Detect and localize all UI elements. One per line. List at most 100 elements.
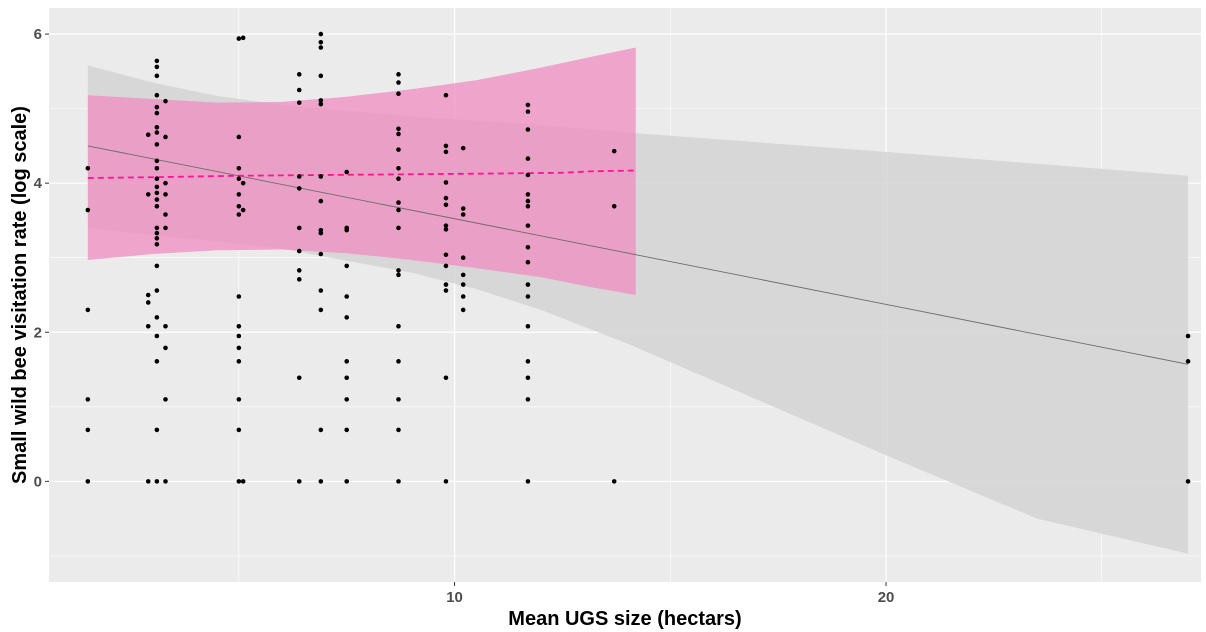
data-point	[154, 158, 160, 164]
data-point	[85, 479, 91, 484]
data-point	[296, 268, 302, 273]
data-point	[318, 174, 324, 179]
data-point	[396, 91, 401, 97]
y-tick-label: 6	[34, 26, 42, 43]
y-tick-label: 0	[34, 473, 42, 490]
data-point	[525, 397, 531, 402]
data-point	[443, 149, 449, 155]
data-point	[460, 206, 466, 211]
data-point	[154, 315, 160, 320]
data-point	[460, 212, 466, 217]
data-point	[396, 80, 401, 85]
data-point	[154, 184, 160, 190]
data-point	[236, 345, 242, 351]
pink-confidence-band-layer	[87, 47, 636, 295]
data-point	[525, 156, 531, 161]
data-point	[611, 203, 617, 209]
data-point	[318, 198, 324, 204]
data-point	[154, 236, 160, 241]
data-point	[318, 227, 324, 233]
data-point	[460, 307, 466, 313]
data-point	[344, 375, 350, 381]
data-point	[525, 203, 531, 209]
data-point	[525, 198, 531, 204]
data-point	[154, 263, 160, 269]
data-point	[525, 324, 531, 329]
x-tick-label: 20	[878, 589, 895, 606]
data-point	[318, 39, 324, 45]
data-point	[296, 72, 302, 77]
y-axis-title: Small wild bee visitation rate (log scal…	[9, 106, 31, 484]
data-point	[154, 242, 160, 247]
data-point	[296, 100, 302, 105]
data-point	[396, 200, 401, 205]
data-point	[460, 282, 466, 287]
data-point	[460, 272, 466, 278]
data-point	[240, 180, 246, 186]
data-point	[443, 288, 449, 293]
data-point	[296, 277, 302, 282]
data-point	[396, 147, 401, 152]
data-point	[460, 294, 466, 299]
axis-ticks	[45, 33, 887, 586]
data-point	[154, 225, 160, 231]
data-point	[443, 223, 449, 228]
data-point	[154, 479, 160, 484]
data-point	[318, 31, 324, 37]
data-point	[318, 288, 324, 293]
tick-labels: 0 2 4 6 10 20	[34, 26, 895, 606]
data-point	[344, 225, 350, 231]
data-point	[145, 300, 151, 305]
data-point	[396, 272, 401, 278]
data-point	[318, 73, 324, 79]
data-point	[344, 263, 350, 269]
data-point	[154, 130, 160, 135]
data-point	[236, 397, 242, 402]
data-point	[1185, 479, 1191, 484]
data-point	[163, 134, 168, 140]
data-point	[1185, 333, 1191, 339]
data-point	[236, 165, 242, 171]
data-point	[460, 145, 466, 151]
data-point	[525, 223, 531, 228]
pink-fit-line	[87, 169, 636, 179]
data-point	[236, 427, 242, 433]
data-point	[525, 375, 531, 381]
data-point	[396, 126, 401, 132]
data-point	[396, 324, 401, 329]
data-point	[154, 230, 160, 236]
data-point	[145, 132, 151, 138]
data-point	[443, 202, 449, 208]
data-point	[525, 282, 531, 287]
data-point	[443, 252, 449, 258]
data-point	[318, 101, 324, 107]
data-point	[85, 307, 91, 313]
data-point	[396, 176, 401, 182]
data-point	[154, 110, 160, 116]
data-point	[443, 282, 449, 287]
data-point	[236, 294, 242, 299]
data-point	[236, 134, 242, 140]
data-point	[154, 203, 160, 209]
data-point	[145, 479, 151, 484]
y-tick-label: 4	[34, 175, 43, 192]
data-point	[344, 479, 350, 484]
data-point	[344, 169, 350, 175]
data-point	[296, 479, 302, 484]
data-point	[154, 427, 160, 433]
data-point	[296, 87, 302, 93]
data-point	[85, 427, 91, 433]
data-point	[318, 307, 324, 313]
data-point	[525, 294, 531, 299]
y-tick-label: 2	[34, 324, 42, 341]
data-point	[163, 397, 168, 402]
data-point	[443, 479, 449, 484]
data-point	[163, 180, 168, 186]
data-point	[396, 427, 401, 433]
data-point	[460, 255, 466, 261]
data-point	[236, 212, 242, 217]
gray-fit-line-layer	[87, 145, 1189, 365]
data-point	[236, 324, 242, 329]
data-point	[344, 315, 350, 320]
data-point	[318, 251, 324, 257]
